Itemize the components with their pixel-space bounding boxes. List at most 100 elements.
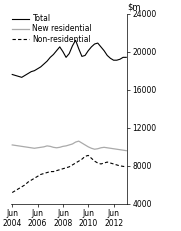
Non-residential [116,164,118,166]
Non-residential [56,169,58,172]
Non-residential [24,184,26,186]
Total [59,46,61,48]
New residential [37,146,39,149]
New residential [24,146,26,148]
Total [103,49,105,52]
New residential [62,145,64,148]
Non-residential [11,191,13,194]
Non-residential [119,164,121,167]
New residential [122,149,124,152]
Total [94,43,96,46]
Total [116,59,118,62]
Total [24,74,26,77]
New residential [119,148,121,151]
New residential [100,146,102,149]
Legend: Total, New residential, Non-residential: Total, New residential, Non-residential [12,14,92,44]
Total [100,46,102,48]
New residential [106,146,108,149]
New residential [78,140,80,143]
Non-residential [40,173,42,176]
Total [71,45,73,47]
Total [81,55,83,58]
Non-residential [30,179,32,182]
Non-residential [94,160,96,162]
Total [11,73,13,76]
New residential [30,146,32,149]
Total [56,49,58,52]
Non-residential [18,187,20,190]
Total [68,52,70,55]
Total [87,49,89,52]
Non-residential [109,162,111,164]
New residential [49,145,51,148]
New residential [21,145,23,148]
Non-residential [113,163,115,165]
Total [18,75,20,78]
New residential [97,147,99,150]
Total [97,42,99,44]
New residential [113,147,115,150]
Total [46,60,48,63]
New residential [65,145,67,147]
Total [52,53,54,56]
New residential [18,145,20,147]
Non-residential [46,171,48,174]
Total [122,56,124,59]
Non-residential [97,162,99,164]
Non-residential [87,154,89,157]
New residential [43,146,45,148]
New residential [71,143,73,145]
New residential [103,146,105,149]
Non-residential [100,163,102,165]
Non-residential [14,189,16,192]
Total [75,39,77,42]
Non-residential [125,165,127,168]
New residential [59,146,61,149]
Text: $m: $m [127,3,141,12]
Non-residential [49,170,51,173]
Line: Total: Total [12,40,126,77]
New residential [68,143,70,146]
Total [62,50,64,53]
Non-residential [62,167,64,170]
New residential [14,144,16,147]
Total [37,67,39,70]
New residential [125,149,127,152]
Total [30,70,32,73]
Total [84,54,86,57]
Non-residential [71,164,73,166]
Non-residential [27,181,29,183]
New residential [109,147,111,150]
Non-residential [103,162,105,164]
Line: Non-residential: Non-residential [12,155,126,192]
New residential [90,147,92,150]
Total [109,57,111,60]
New residential [75,141,77,143]
Non-residential [81,158,83,161]
New residential [33,147,35,150]
New residential [40,146,42,149]
Non-residential [65,166,67,169]
Total [27,72,29,75]
Non-residential [106,161,108,164]
Non-residential [37,175,39,178]
New residential [84,143,86,146]
New residential [116,148,118,151]
New residential [52,146,54,149]
Non-residential [90,157,92,160]
New residential [27,146,29,149]
Non-residential [59,168,61,171]
New residential [56,146,58,149]
Non-residential [68,165,70,168]
Non-residential [43,172,45,175]
Total [43,63,45,65]
New residential [11,143,13,146]
Non-residential [33,177,35,180]
Total [21,76,23,79]
Non-residential [75,162,77,164]
Non-residential [84,155,86,158]
Total [49,56,51,59]
Non-residential [78,160,80,162]
Total [65,56,67,59]
New residential [87,146,89,148]
